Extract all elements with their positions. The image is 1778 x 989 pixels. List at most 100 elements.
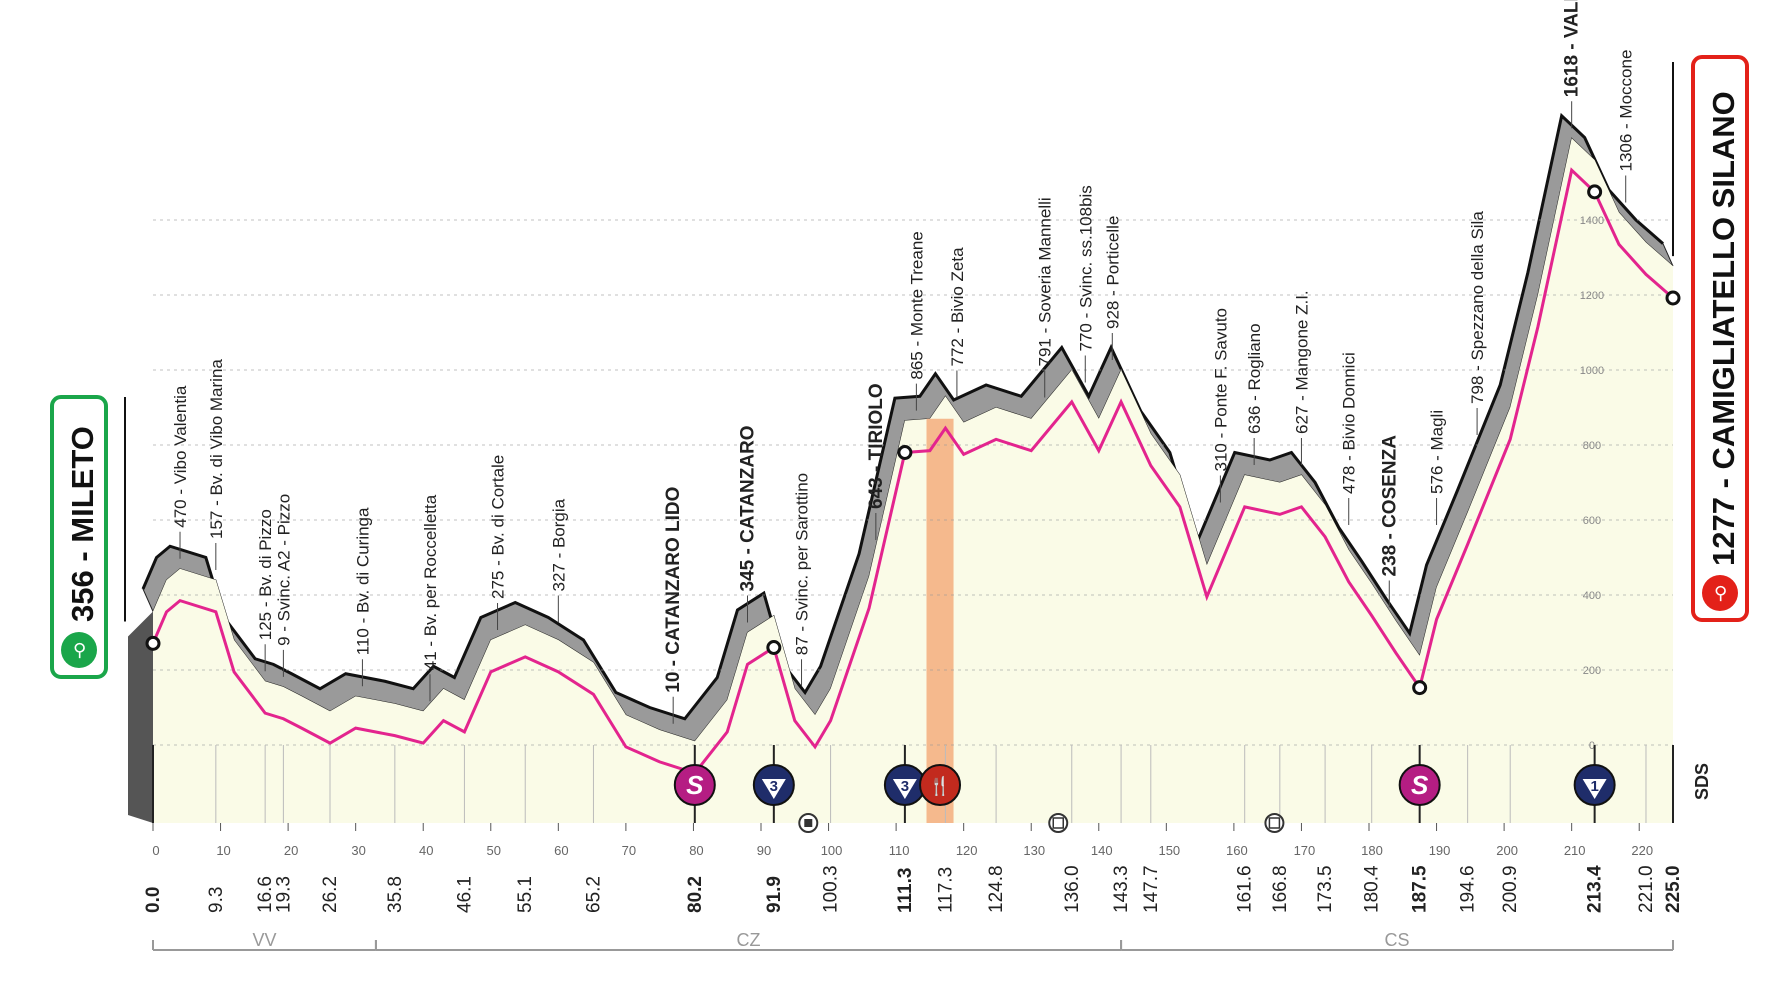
distance-label: 194.6 bbox=[1458, 865, 1479, 913]
place-label: 41 - Bv. per Roccelletta bbox=[421, 494, 440, 670]
km-tick-label: 190 bbox=[1429, 843, 1451, 858]
distance-label: 187.5 bbox=[1410, 865, 1431, 913]
distance-label: 91.9 bbox=[764, 876, 785, 913]
province-label: CS bbox=[1385, 930, 1410, 950]
finish-badge: ⚲ 1277 - CAMIGLIATELLO SILANO bbox=[1691, 55, 1749, 622]
distance-label: 55.1 bbox=[515, 876, 536, 913]
place-label: 643 - TIRIOLO bbox=[866, 383, 887, 509]
distance-label: 111.3 bbox=[895, 868, 916, 913]
place-label: 576 - Magli bbox=[1428, 410, 1447, 494]
checkpoint-dot bbox=[897, 445, 913, 460]
place-label: 865 - Monte Treane bbox=[907, 231, 926, 379]
distance-label: 221.0 bbox=[1636, 865, 1657, 913]
km-tick-label: 210 bbox=[1564, 843, 1586, 858]
distance-label: 65.2 bbox=[583, 876, 604, 913]
start-dot bbox=[145, 635, 161, 651]
km-tick-label: 180 bbox=[1361, 843, 1383, 858]
gpm-category: 3 bbox=[901, 778, 909, 795]
place-label: 9 - Svinc. A2 - Pizzo bbox=[274, 494, 293, 646]
distance-label: 117.3 bbox=[935, 867, 956, 913]
distance-label: 225.0 bbox=[1663, 865, 1684, 913]
place-label: 1306 - Moccone bbox=[1617, 50, 1636, 172]
level-crossing-icon bbox=[1264, 813, 1285, 833]
place-label: 627 - Mangone Z.I. bbox=[1292, 290, 1311, 434]
place-label: 310 - Ponte F. Savuto bbox=[1211, 308, 1230, 472]
place-label: 772 - Bivio Zeta bbox=[948, 247, 967, 367]
grid-icon bbox=[1052, 817, 1064, 829]
profile-front-face bbox=[153, 138, 1673, 823]
sprint-letter: S bbox=[686, 770, 704, 800]
altitude-tick-label: 1200 bbox=[1580, 290, 1604, 302]
svg-text:⚲: ⚲ bbox=[1714, 583, 1727, 604]
km-tick-label: 70 bbox=[622, 843, 636, 858]
feed-zone-marker bbox=[919, 764, 962, 806]
distance-label: 26.2 bbox=[320, 876, 341, 913]
km-tick-label: 220 bbox=[1631, 843, 1653, 858]
km-tick-label: 90 bbox=[757, 843, 771, 858]
start-badge: ⚲ 356 - MILETO bbox=[50, 395, 108, 679]
distance-label: 213.4 bbox=[1585, 865, 1606, 913]
sprint-marker bbox=[673, 764, 716, 806]
level-crossing-icon bbox=[1048, 813, 1069, 833]
km-tick-label: 120 bbox=[956, 843, 978, 858]
distance-label: 143.3 bbox=[1111, 865, 1132, 913]
altitude-tick-label: 1400 bbox=[1580, 215, 1604, 227]
place-label: 327 - Borgia bbox=[549, 498, 568, 591]
distance-label: 35.8 bbox=[385, 876, 406, 913]
distance-label: 147.7 bbox=[1141, 865, 1162, 913]
km-tick-label: 140 bbox=[1091, 843, 1113, 858]
place-label: 157 - Bv. di Vibo Marina bbox=[207, 359, 226, 539]
distance-label: 161.6 bbox=[1235, 865, 1256, 913]
km-tick-label: 50 bbox=[487, 843, 501, 858]
province-label: VV bbox=[252, 930, 276, 950]
altitude-tick-label: 0 bbox=[1589, 740, 1595, 752]
km-tick-label: 160 bbox=[1226, 843, 1248, 858]
place-label: 110 - Bv. di Curinga bbox=[353, 507, 372, 655]
feed-icon: 🍴 bbox=[929, 775, 951, 797]
grid-icon bbox=[1268, 817, 1281, 829]
distance-label: 173.5 bbox=[1315, 865, 1336, 913]
gpm-triangle-icon bbox=[1582, 779, 1607, 799]
start-label: 356 - MILETO bbox=[65, 426, 100, 622]
km-tick-label: 200 bbox=[1496, 843, 1518, 858]
altitude-tick-label: 800 bbox=[1583, 440, 1601, 452]
sprint-letter: S bbox=[1411, 770, 1429, 800]
profile-outline bbox=[141, 112, 1664, 721]
checkpoint-square-icon bbox=[804, 819, 813, 827]
km-tick-label: 60 bbox=[554, 843, 568, 858]
km-tick-label: 0 bbox=[152, 843, 159, 858]
finish-label: 1277 - CAMIGLIATELLO SILANO bbox=[1706, 91, 1741, 566]
gpm-category: 3 bbox=[770, 778, 778, 795]
bike-icon bbox=[1702, 575, 1738, 611]
place-label: 238 - COSENZA bbox=[1379, 435, 1400, 577]
place-label: 275 - Bv. di Cortale bbox=[489, 455, 508, 599]
distance-label: 180.4 bbox=[1362, 865, 1383, 913]
distance-label: 124.8 bbox=[986, 865, 1007, 913]
profile-side bbox=[128, 611, 153, 823]
place-label: 770 - Svinc. ss.108bis bbox=[1076, 185, 1095, 351]
km-tick-label: 40 bbox=[419, 843, 433, 858]
gpm-triangle-icon bbox=[892, 779, 917, 799]
km-tick-label: 10 bbox=[216, 843, 230, 858]
distance-label: 136.0 bbox=[1062, 865, 1083, 913]
place-label: 10 - CATANZARO LIDO bbox=[663, 487, 684, 693]
km-tick-label: 100 bbox=[821, 843, 843, 858]
sprint-marker bbox=[1398, 764, 1441, 806]
altitude-tick-label: 400 bbox=[1583, 590, 1601, 602]
distance-label: 100.3 bbox=[821, 865, 842, 913]
km-tick-label: 150 bbox=[1158, 843, 1180, 858]
place-label: 636 - Rogliano bbox=[1245, 323, 1264, 434]
place-label: 1618 - VALICO DI MONTESCURO bbox=[1562, 0, 1583, 97]
checkpoint-dot bbox=[766, 640, 782, 655]
gpm-triangle-icon bbox=[761, 779, 786, 799]
km-tick-label: 20 bbox=[284, 843, 298, 858]
place-label: 345 - CATANZARO bbox=[737, 425, 758, 591]
bike-icon bbox=[61, 632, 97, 668]
distance-label: 0.0 bbox=[143, 887, 164, 913]
distance-label: 9.3 bbox=[206, 887, 227, 913]
km-tick-label: 110 bbox=[889, 843, 910, 858]
distance-label: 19.3 bbox=[273, 876, 294, 913]
distance-label: 166.8 bbox=[1270, 865, 1291, 913]
place-label: 125 - Bv. di Pizzo bbox=[256, 509, 275, 640]
